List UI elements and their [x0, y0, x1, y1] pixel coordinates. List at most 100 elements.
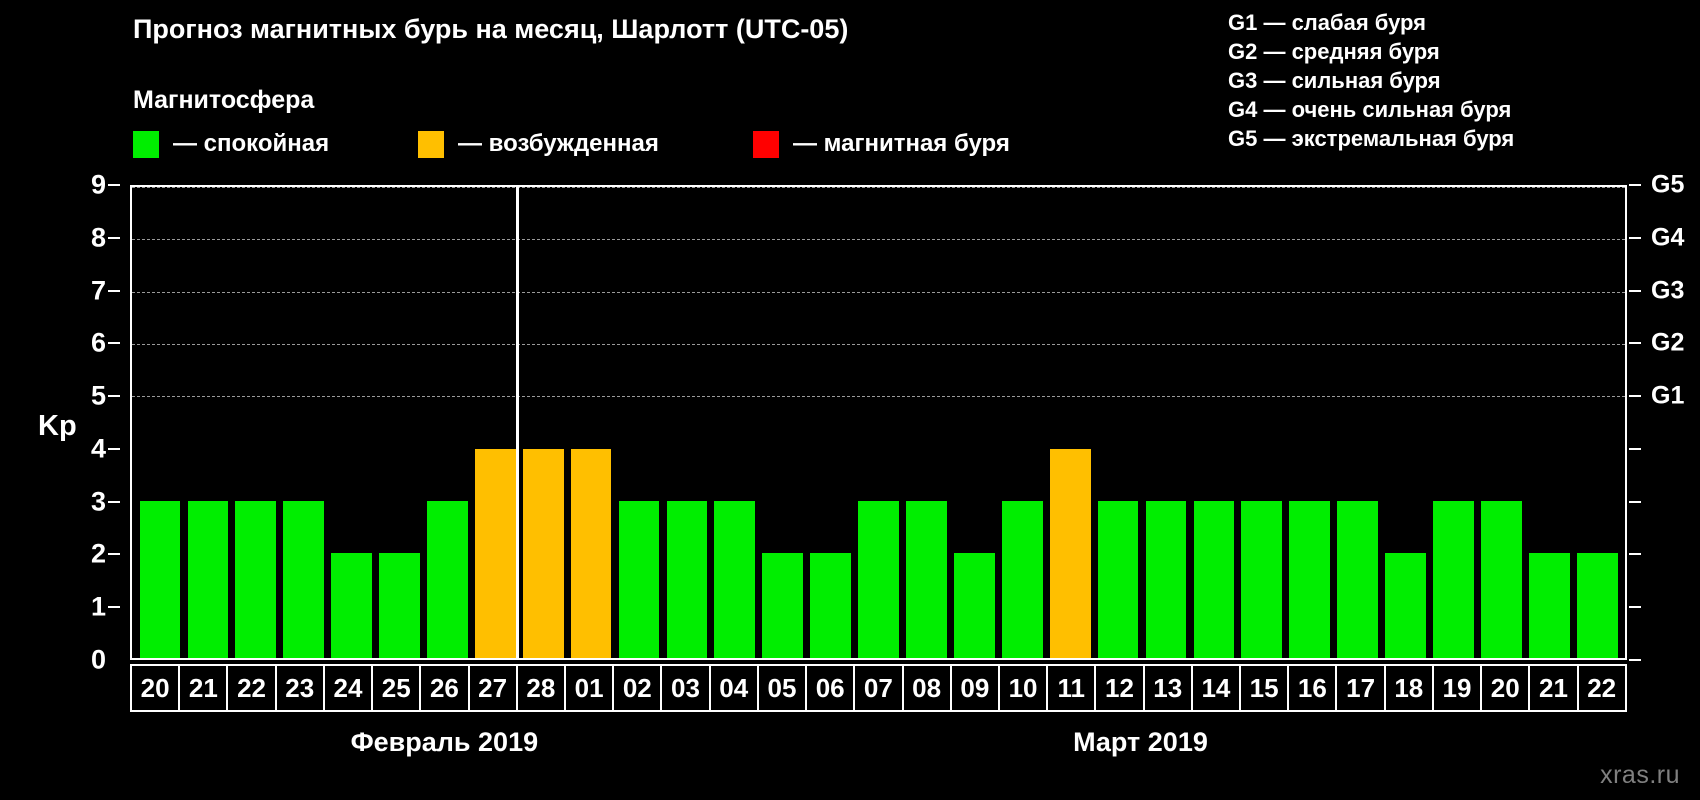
g-tick-mark-kp-4 — [1629, 447, 1641, 450]
x-axis-day-labels: 20 21 22 23 24 25 26 27 28 01 02 03 04 05 06 07 08 09 10 11… — [130, 664, 1627, 712]
bar-08 — [906, 501, 947, 658]
bar-slot — [1046, 187, 1094, 658]
gridline-kp-7 — [132, 291, 1625, 293]
month-divider-line — [516, 187, 520, 658]
day-label-cell: 01 — [566, 666, 615, 710]
day-label-cell: 08 — [904, 666, 952, 710]
y-tick-label-1: 1 — [90, 591, 106, 622]
y-tick-mark-5 — [108, 395, 120, 398]
y-tick-label-0: 0 — [90, 644, 106, 675]
bar-09 — [954, 553, 995, 658]
bar-slot — [903, 187, 951, 658]
g-tick-mark-kp-9 — [1629, 184, 1641, 186]
bar-18 — [1385, 553, 1426, 658]
bar-slot — [280, 187, 328, 658]
g-tick-label-G1: G1 — [1651, 381, 1685, 410]
bar-05 — [762, 553, 804, 658]
day-label-cell: 16 — [1289, 666, 1338, 710]
x-axis-month-labels: Февраль 2019 Март 2019 — [130, 727, 1627, 767]
day-label-cell: 15 — [1241, 666, 1290, 710]
bar-slot — [950, 187, 998, 658]
bar-13 — [1145, 501, 1187, 658]
legend-item-label: — возбужденная — [458, 130, 659, 157]
bar-slot — [998, 187, 1046, 658]
bar-slot — [1142, 187, 1190, 658]
y-axis: 0 1 2 3 4 5 6 7 8 9 — [60, 170, 120, 675]
day-label-cell: 20 — [132, 666, 181, 710]
bar-slot — [1525, 187, 1573, 658]
g-tick-mark-kp-3 — [1629, 500, 1641, 503]
legend-item-label: — магнитная буря — [793, 130, 1010, 157]
bar-slot — [1573, 187, 1621, 658]
gridline-kp-9 — [132, 187, 1625, 188]
y-tick-mark-3 — [108, 500, 120, 503]
bar-slot — [1238, 187, 1286, 658]
bar-slot — [423, 187, 471, 658]
bar-slot — [376, 187, 424, 658]
day-label-cell: 07 — [855, 666, 904, 710]
g-tick-mark-kp-2 — [1629, 553, 1641, 556]
bar-27 — [474, 448, 516, 658]
bar-slot — [711, 187, 759, 658]
bar-slot — [232, 187, 280, 658]
bar-28 — [522, 448, 564, 658]
bar-slot — [807, 187, 855, 658]
bar-slot — [759, 187, 807, 658]
y-tick-label-2: 2 — [90, 538, 106, 569]
day-label-cell: 11 — [1048, 666, 1097, 710]
bar-series — [132, 187, 1625, 658]
day-label-cell: 14 — [1193, 666, 1242, 710]
bar-06 — [810, 553, 851, 658]
bar-slot — [615, 187, 663, 658]
day-label-cell: 13 — [1145, 666, 1193, 710]
legend-item-1: — спокойная — [133, 130, 329, 158]
bar-slot — [567, 187, 615, 658]
bar-04 — [714, 501, 756, 658]
day-label-cell: 22 — [228, 666, 277, 710]
bar-slot — [519, 187, 567, 658]
y-axis-title: Kp — [38, 410, 77, 442]
bar-20 — [139, 501, 181, 658]
gridline-kp-5 — [132, 396, 1625, 398]
bar-12 — [1097, 501, 1139, 658]
bar-slot — [136, 187, 184, 658]
day-label-cell: 06 — [807, 666, 856, 710]
day-label-cell: 26 — [421, 666, 470, 710]
month-label-2: Март 2019 — [1073, 727, 1208, 757]
y-tick-label-7: 7 — [90, 275, 106, 306]
y-tick-label-8: 8 — [90, 222, 106, 253]
g-tick-mark-kp-0 — [1629, 659, 1641, 661]
gridline-kp-8 — [132, 239, 1625, 241]
g-tick-label-G3: G3 — [1651, 276, 1685, 305]
bar-17 — [1337, 501, 1378, 658]
g-axis: G1 G2 G3 G4 G5 — [1629, 171, 1699, 661]
day-label-cell: 10 — [1000, 666, 1049, 710]
y-tick-mark-6 — [108, 342, 120, 345]
y-tick-label-5: 5 — [90, 380, 106, 411]
day-label-cell: 12 — [1096, 666, 1145, 710]
bar-14 — [1193, 501, 1235, 658]
day-label-cell: 27 — [470, 666, 518, 710]
g-tick-mark-kp-6 — [1629, 342, 1641, 345]
y-tick-mark-7 — [108, 289, 120, 292]
y-tick-mark-9 — [108, 184, 120, 186]
day-label-cell: 22 — [1587, 672, 1617, 703]
g-scale-item-3: G3 — сильная буря — [1228, 68, 1441, 94]
g-tick-label-G2: G2 — [1651, 328, 1685, 357]
bar-25 — [379, 553, 420, 658]
day-label-cell: 28 — [518, 666, 566, 710]
bar-slot — [1094, 187, 1142, 658]
bar-slot — [471, 187, 519, 658]
bar-21 — [187, 501, 229, 658]
y-tick-label-4: 4 — [90, 433, 106, 464]
page-title: Прогноз магнитных бурь на месяц, Шарлотт… — [133, 14, 849, 44]
quiet-swatch — [133, 130, 159, 158]
bar-slot — [1286, 187, 1334, 658]
y-tick-mark-8 — [108, 236, 120, 239]
y-tick-label-9: 9 — [90, 169, 106, 200]
bar-24 — [331, 553, 372, 658]
month-label-1: Февраль 2019 — [350, 727, 539, 757]
storm-swatch — [753, 130, 779, 158]
bar-01 — [570, 448, 612, 658]
gridline-kp-6 — [132, 343, 1625, 345]
